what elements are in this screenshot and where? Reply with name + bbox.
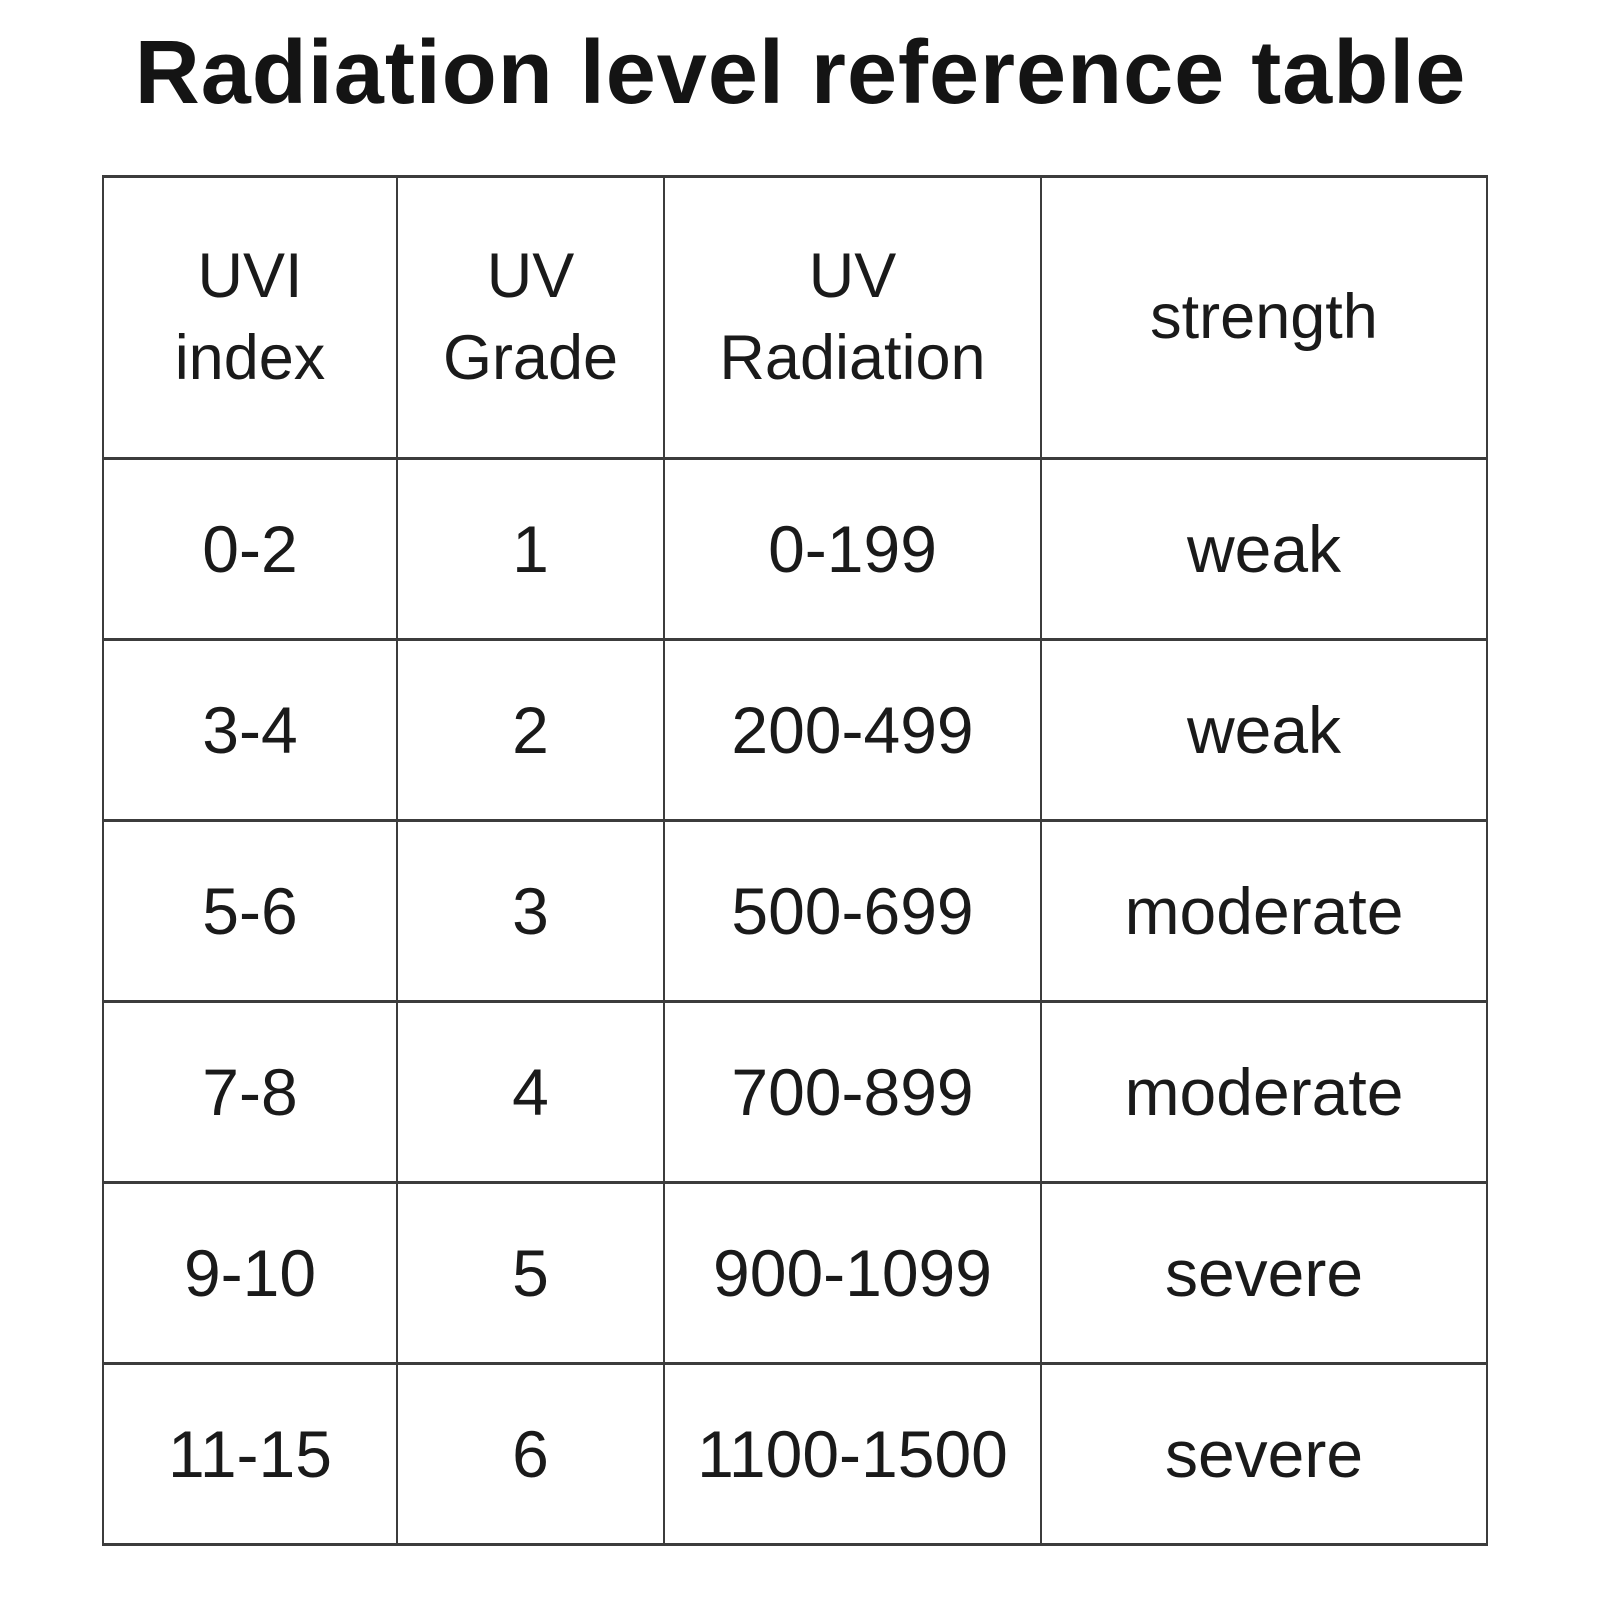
table-cell-uv-grade: 1 [398, 460, 665, 641]
table-cell-uv-radiation: 200-499 [665, 641, 1042, 822]
table-cell-uvi-index: 9-10 [104, 1184, 398, 1365]
table-cell-uv-radiation: 1100-1500 [665, 1365, 1042, 1546]
table-cell-uvi-index: 0-2 [104, 460, 398, 641]
column-header-uvi-index: UVI index [104, 178, 398, 460]
table-cell-strength: moderate [1042, 822, 1488, 1003]
column-header-uv-radiation: UV Radiation [665, 178, 1042, 460]
table-cell-strength: moderate [1042, 1003, 1488, 1184]
table-cell-uvi-index: 11-15 [104, 1365, 398, 1546]
table-cell-strength: weak [1042, 460, 1488, 641]
table-cell-strength: severe [1042, 1365, 1488, 1546]
table-cell-uvi-index: 7-8 [104, 1003, 398, 1184]
table-cell-strength: severe [1042, 1184, 1488, 1365]
table-cell-uv-radiation: 900-1099 [665, 1184, 1042, 1365]
table-cell-uv-grade: 3 [398, 822, 665, 1003]
table-cell-uvi-index: 5-6 [104, 822, 398, 1003]
page-title: Radiation level reference table [134, 23, 1467, 123]
table-cell-uv-radiation: 0-199 [665, 460, 1042, 641]
table-cell-uv-grade: 4 [398, 1003, 665, 1184]
radiation-reference-table: UVI index UV Grade UV Radiation strength… [102, 175, 1488, 1546]
table-cell-uv-radiation: 500-699 [665, 822, 1042, 1003]
table-cell-uv-grade: 2 [398, 641, 665, 822]
column-header-uv-grade: UV Grade [398, 178, 665, 460]
table-cell-uv-grade: 5 [398, 1184, 665, 1365]
table-cell-strength: weak [1042, 641, 1488, 822]
table-cell-uvi-index: 3-4 [104, 641, 398, 822]
table-cell-uv-radiation: 700-899 [665, 1003, 1042, 1184]
table-cell-uv-grade: 6 [398, 1365, 665, 1546]
column-header-strength: strength [1042, 178, 1488, 460]
